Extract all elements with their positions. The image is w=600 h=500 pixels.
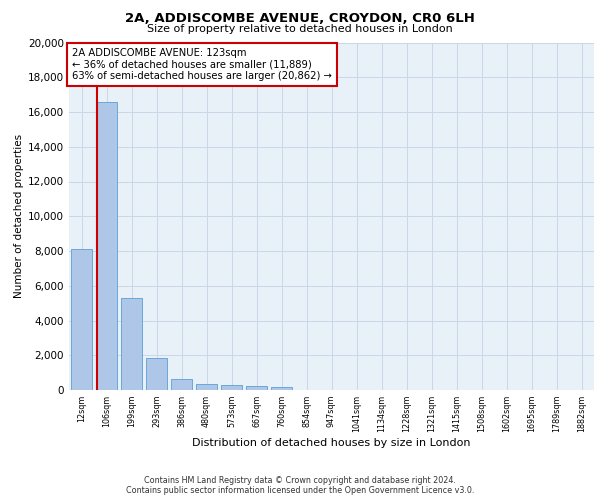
Bar (71, 250, 92, 390)
Text: Size of property relative to detached houses in London: Size of property relative to detached ho… (147, 24, 453, 34)
Bar (171, 378, 192, 390)
X-axis label: Distribution of detached houses by size in London: Distribution of detached houses by size … (192, 438, 471, 448)
Bar (221, 386, 242, 390)
Bar (96, 102, 117, 390)
Bar (196, 384, 217, 390)
Text: 2A ADDISCOMBE AVENUE: 123sqm
← 36% of detached houses are smaller (11,889)
63% o: 2A ADDISCOMBE AVENUE: 123sqm ← 36% of de… (71, 48, 331, 81)
Text: 2A, ADDISCOMBE AVENUE, CROYDON, CR0 6LH: 2A, ADDISCOMBE AVENUE, CROYDON, CR0 6LH (125, 12, 475, 26)
Text: Contains HM Land Registry data © Crown copyright and database right 2024.
Contai: Contains HM Land Registry data © Crown c… (126, 476, 474, 495)
Y-axis label: Number of detached properties: Number of detached properties (14, 134, 24, 298)
Bar (246, 386, 267, 390)
Bar (121, 298, 142, 390)
Bar (146, 358, 167, 390)
Bar (271, 387, 292, 390)
